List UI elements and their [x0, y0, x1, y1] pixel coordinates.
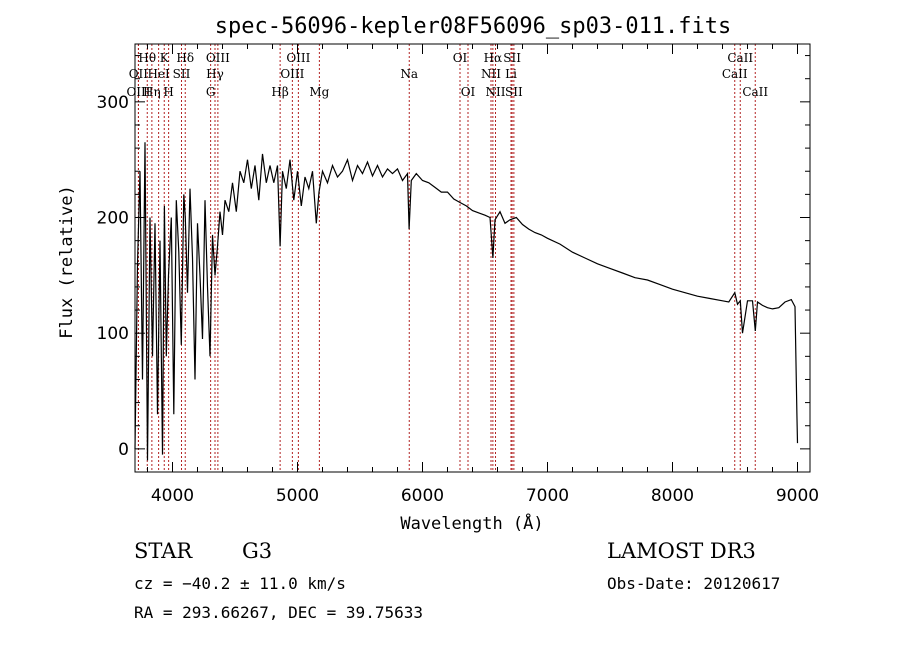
survey-name: LAMOST DR3	[607, 539, 756, 563]
line-label-6: H	[163, 85, 173, 99]
obs-date: Obs-Date: 20120617	[607, 574, 781, 593]
y-tick-label-2: 200	[97, 209, 129, 229]
line-label-22: SII	[503, 51, 521, 65]
x-tick-label-1: 5000	[276, 486, 319, 506]
line-label-20: NII	[481, 67, 501, 81]
coordinates: RA = 293.66267, DEC = 39.75633	[134, 603, 423, 622]
x-tick-label-5: 9000	[776, 486, 819, 506]
line-label-10: Hγ	[206, 67, 224, 81]
line-label-19: Hα	[484, 51, 503, 65]
line-label-0: Hθ	[138, 51, 156, 65]
line-label-17: OI	[453, 51, 468, 65]
line-label-26: CaII	[722, 67, 748, 81]
x-tick-label-4: 8000	[651, 486, 694, 506]
chart-title: spec-56096-kepler08F56096_sp03-011.fits	[215, 14, 732, 39]
line-label-25: CaII	[727, 51, 753, 65]
redshift-value: cz = −40.2 ± 11.0 km/s	[134, 574, 346, 593]
line-label-27: CaII	[742, 85, 768, 99]
y-tick-label-1: 100	[97, 324, 129, 344]
line-label-4: HeI	[147, 67, 170, 81]
line-label-18: OI	[461, 85, 476, 99]
subclass: G3	[242, 539, 273, 563]
spectrum-line	[134, 142, 799, 461]
x-tick-label-0: 4000	[151, 486, 194, 506]
x-axis-label: Wavelength (Å)	[400, 512, 543, 534]
line-label-7: SII	[173, 67, 191, 81]
line-label-8: Hδ	[176, 51, 194, 65]
y-tick-label-0: 0	[118, 440, 129, 460]
line-label-9: OIII	[206, 51, 230, 65]
spectral-line-markers	[137, 44, 756, 472]
y-tick-label-3: 300	[97, 93, 129, 113]
x-tick-label-3: 7000	[526, 486, 569, 506]
line-label-2: OIII	[126, 85, 150, 99]
object-class: STAR	[134, 539, 193, 563]
line-label-11: G	[206, 85, 216, 99]
line-label-15: Mg	[309, 85, 329, 99]
line-label-12: Hβ	[271, 85, 288, 99]
line-label-16: Na	[400, 67, 418, 81]
axis-ticks: 4000 5000 6000 7000 8000 9000 0 100 200 300	[97, 44, 819, 506]
line-label-23: Li	[505, 67, 517, 81]
plot-frame	[134, 43, 811, 473]
line-label-21: NII	[486, 85, 506, 99]
spectrum-chart: spec-56096-kepler08F56096_sp03-011.fits …	[57, 14, 819, 534]
line-label-3: K	[160, 51, 170, 65]
line-label-24: SII	[505, 85, 523, 99]
line-label-5: Hη	[143, 85, 161, 99]
line-label-13: OIII	[286, 51, 310, 65]
line-label-1: OII	[129, 67, 149, 81]
x-tick-label-2: 6000	[401, 486, 444, 506]
line-label-14: OIII	[280, 67, 304, 81]
y-axis-label: Flux (relative)	[57, 185, 77, 339]
